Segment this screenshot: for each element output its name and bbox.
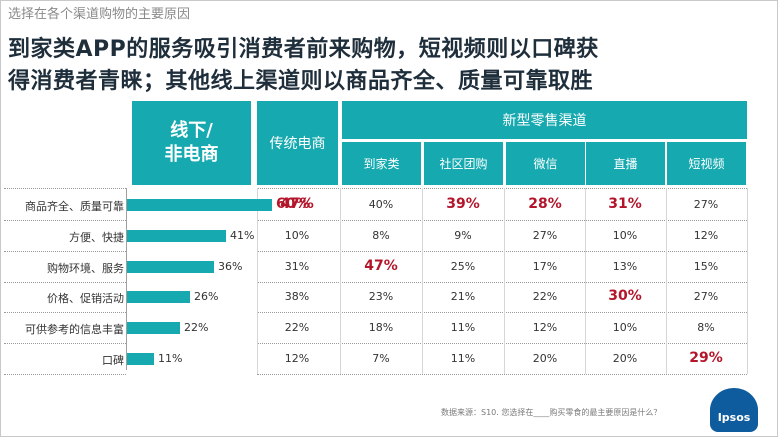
label-divider [4,374,126,375]
table-cell: 25% [450,260,476,273]
bar [127,322,180,334]
table-cell: 10% [612,229,638,242]
header-offline: 线下/ 非电商 [132,101,251,185]
bar [127,199,272,211]
row-divider [257,343,747,344]
header-offline-line2: 非电商 [164,144,219,165]
column-divider [504,188,505,374]
table-cell: 31% [284,260,310,273]
source-note: 数据来源：S10. 您选择在____购买零食的最主要原因是什么？ [441,408,662,417]
table-cell: 18% [368,321,394,334]
column-divider [340,188,341,374]
table-cell: 31% [608,196,642,212]
table-cell: 10% [612,321,638,334]
category-label: 方便、快捷 [69,231,124,244]
label-divider [4,188,126,189]
table-cell: 40% [368,198,394,211]
subheader-3: 直播 [586,142,665,185]
table-cell: 13% [612,260,638,273]
table-cell: 21% [450,290,476,303]
row-divider [257,282,747,283]
table-cell: 7% [372,352,390,365]
column-divider [747,188,748,374]
table-cell: 8% [372,229,390,242]
row-divider [257,374,747,375]
bar [127,291,190,303]
table-cell: 12% [532,321,558,334]
table-cell: 15% [693,260,719,273]
table-cell: 12% [693,229,719,242]
table-cell: 30% [608,288,642,304]
table-cell: 9% [454,229,472,242]
category-label: 购物环境、服务 [47,262,124,275]
bar-value-label: 11% [158,352,183,365]
slide-title-line1: 到家类APP的服务吸引消费者前来购物，短视频则以口碑获 [8,37,599,62]
table-cell: 27% [532,229,558,242]
bar-value-label: 36% [218,260,243,273]
table-cell: 23% [368,290,394,303]
column-divider [422,188,423,374]
row-divider [257,312,747,313]
table-cell: 20% [532,352,558,365]
category-label: 可供参考的信息丰富 [25,323,124,336]
subheader-4: 短视频 [667,142,746,185]
bar-value-label: 26% [194,290,219,303]
column-divider [257,188,258,374]
table-cell: 12% [284,352,310,365]
header-new-retail: 新型零售渠道 [342,101,747,139]
category-label: 口碑 [102,354,124,367]
column-divider [666,188,667,374]
column-divider [585,188,586,374]
table-cell: 28% [528,196,562,212]
table-cell: 29% [689,350,723,366]
label-divider [4,251,126,252]
slide-subtitle: 选择在各个渠道购物的主要原因 [8,7,191,22]
subheader-0: 到家类 [342,142,421,185]
table-cell: 22% [532,290,558,303]
table-cell: 38% [284,290,310,303]
table-cell: 10% [284,229,310,242]
table-cell: 27% [693,290,719,303]
label-divider [4,343,126,344]
row-divider [257,251,747,252]
row-divider [257,220,747,221]
bar-value-label: 22% [184,321,209,334]
row-divider [257,188,747,189]
table-cell: 17% [532,260,558,273]
bar-axis-line [126,188,127,370]
bar [127,230,226,242]
bar [127,353,154,365]
slide-title-line2: 得消费者青睐；其他线上渠道则以商品齐全、质量可靠取胜 [8,69,594,94]
table-cell: 27% [693,198,719,211]
category-label: 商品齐全、质量可靠 [25,200,124,213]
bar-value-label: 60% [276,196,310,212]
bar-value-label: 41% [230,229,255,242]
category-label: 价格、促销活动 [47,292,124,305]
subheader-1: 社区团购 [424,142,503,185]
table-cell: 11% [450,321,476,334]
table-cell: 8% [697,321,715,334]
label-divider [4,220,126,221]
table-cell: 47% [280,196,314,212]
header-offline-line1: 线下/ [170,120,213,141]
label-divider [4,312,126,313]
bar [127,261,214,273]
table-cell: 11% [450,352,476,365]
ipsos-logo: Ipsos [710,388,758,432]
subheader-2: 微信 [506,142,585,185]
header-traditional: 传统电商 [257,101,338,185]
table-cell: 20% [612,352,638,365]
table-cell: 22% [284,321,310,334]
table-cell: 39% [446,196,480,212]
label-divider [4,282,126,283]
table-cell: 47% [364,258,398,274]
